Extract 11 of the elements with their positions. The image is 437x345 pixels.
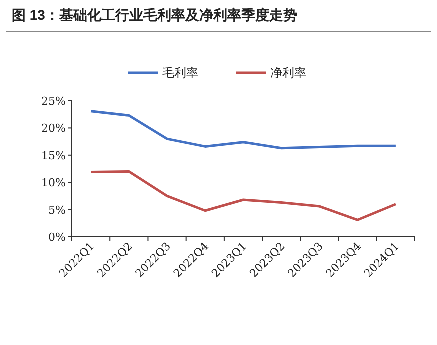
line-series xyxy=(90,110,398,150)
y-tick-label: 20% xyxy=(42,122,66,136)
chart-title: 图 13：基础化工行业毛利率及净利率季度走势 xyxy=(12,7,298,23)
y-tick-label: 25% xyxy=(42,95,66,108)
y-tick-label: 15% xyxy=(42,149,66,162)
y-tick-label: 0% xyxy=(48,231,66,244)
y-tick-label: 5% xyxy=(48,204,66,217)
legend-label: 毛利率 xyxy=(162,66,198,80)
line-series xyxy=(90,170,398,222)
legend-label: 净利率 xyxy=(270,66,306,80)
y-tick-label: 10% xyxy=(42,176,66,190)
